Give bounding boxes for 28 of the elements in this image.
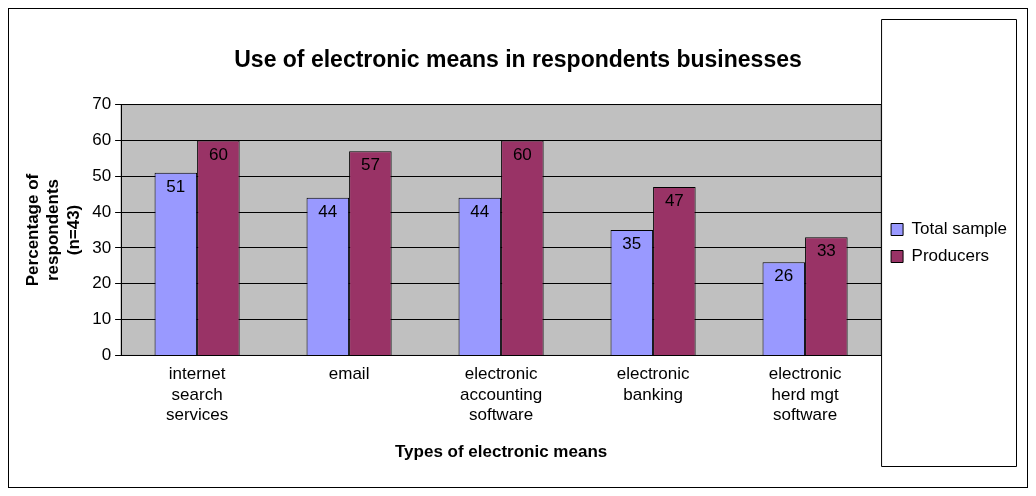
data-label: 51	[166, 176, 186, 196]
y-tick-label: 30	[92, 237, 112, 257]
legend-label: Total sample	[911, 219, 1007, 239]
data-label: 60	[208, 144, 228, 164]
x-tick-label: electronic accounting software	[459, 364, 543, 425]
data-label: 47	[664, 191, 684, 211]
x-tick-label: electronic banking	[616, 364, 690, 404]
y-tick-label: 70	[92, 94, 112, 114]
data-label: 60	[512, 144, 532, 164]
y-tick-label: 40	[92, 201, 112, 221]
data-label: 57	[360, 155, 380, 175]
y-tick-label: 60	[92, 130, 112, 150]
legend-label: Producers	[911, 246, 990, 266]
data-label: 44	[318, 201, 338, 221]
data-label: 26	[774, 266, 794, 286]
data-label: 33	[816, 241, 836, 261]
y-tick-label: 10	[92, 309, 112, 329]
y-tick-label: 0	[101, 345, 112, 365]
y-tick-label: 50	[92, 165, 112, 185]
x-tick-label: electronic herd mgt software	[768, 364, 842, 425]
x-axis-title: Types of electronic means	[394, 442, 608, 462]
y-tick-label: 20	[92, 273, 112, 293]
data-label: 35	[622, 234, 642, 254]
data-label: 44	[470, 201, 490, 221]
y-axis-title: Percentage of respondents (n=43)	[22, 173, 83, 287]
x-tick-label: email	[328, 364, 370, 384]
chart-title: Use of electronic means in respondents businesses	[234, 46, 802, 73]
x-tick-label: internet search services	[165, 364, 229, 425]
